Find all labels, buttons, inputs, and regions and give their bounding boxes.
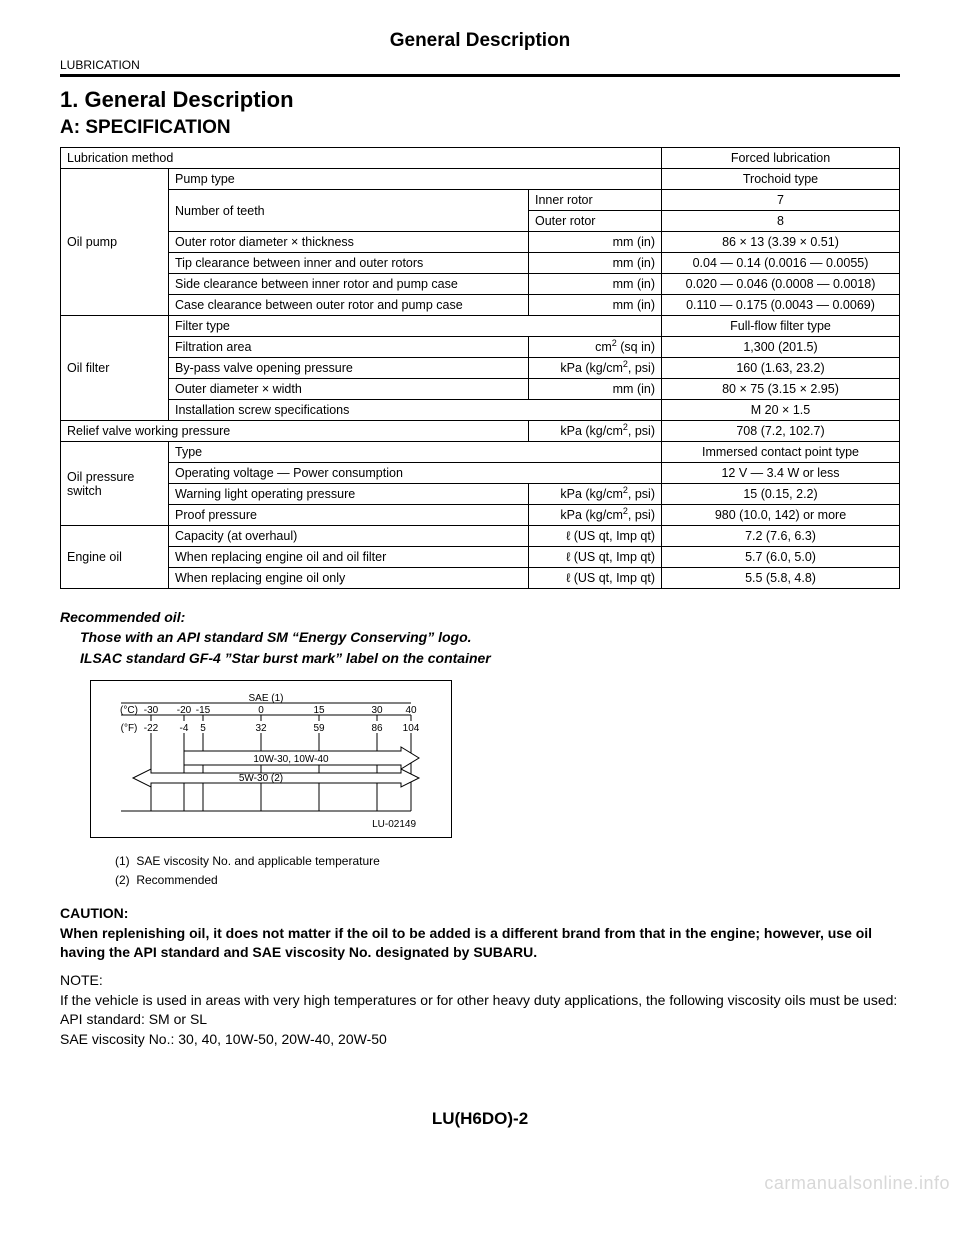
svg-text:15: 15 [313, 705, 325, 716]
svg-text:-4: -4 [180, 723, 189, 734]
svg-text:5W-30 (2): 5W-30 (2) [239, 773, 283, 784]
cell-value: Trochoid type [662, 169, 900, 190]
cell-value: Immersed contact point type [662, 442, 900, 463]
cell-label: Pump type [169, 169, 662, 190]
caution-block: CAUTION: When replenishing oil, it does … [60, 904, 900, 963]
cell-value: 8 [662, 211, 900, 232]
cell-label: When replacing engine oil only [169, 568, 529, 589]
cell-label: Oil filter [61, 316, 169, 421]
cell-label: Proof pressure [169, 505, 529, 526]
cell-value: 0.04 — 0.14 (0.0016 — 0.0055) [662, 253, 900, 274]
cell-unit: ℓ (US qt, Imp qt) [529, 526, 662, 547]
svg-text:30: 30 [371, 705, 383, 716]
cell-value: 7 [662, 190, 900, 211]
svg-text:(°C): (°C) [120, 705, 138, 716]
svg-text:SAE (1): SAE (1) [248, 693, 283, 704]
viscosity-chart: SAE (1) (°C) -30 -20 -15 0 15 30 40 (°F) [90, 680, 452, 838]
svg-text:10W-30, 10W-40: 10W-30, 10W-40 [253, 754, 329, 765]
recommended-oil: Recommended oil: Those with an API stand… [60, 607, 900, 668]
cell-label: Capacity (at overhaul) [169, 526, 529, 547]
cell-label: Tip clearance between inner and outer ro… [169, 253, 529, 274]
cell-label: Outer rotor diameter × thickness [169, 232, 529, 253]
svg-text:LU-02149: LU-02149 [372, 819, 416, 830]
svg-text:40: 40 [405, 705, 417, 716]
cell-label: Oil pressure switch [61, 442, 169, 526]
svg-text:-15: -15 [196, 705, 211, 716]
cell-unit: kPa (kg/cm2, psi) [529, 505, 662, 526]
page-footer: LU(H6DO)-2 [60, 1109, 900, 1129]
cell-label: Inner rotor [529, 190, 662, 211]
header-rule [60, 74, 900, 77]
cell-value: Forced lubrication [662, 148, 900, 169]
cell-unit: mm (in) [529, 274, 662, 295]
svg-text:-22: -22 [144, 723, 159, 734]
watermark: carmanualsonline.info [764, 1173, 950, 1194]
cell-unit: mm (in) [529, 253, 662, 274]
section-h1: 1. General Description [60, 87, 900, 113]
page-header-sub: LUBRICATION [60, 58, 900, 72]
cell-label: Number of teeth [169, 190, 529, 232]
cell-value: Full-flow filter type [662, 316, 900, 337]
cell-label: Outer diameter × width [169, 379, 529, 400]
cell-label: Case clearance between outer rotor and p… [169, 295, 529, 316]
section-h2: A: SPECIFICATION [60, 117, 900, 139]
cell-label: Type [169, 442, 662, 463]
cell-value: 7.2 (7.6, 6.3) [662, 526, 900, 547]
cell-unit: mm (in) [529, 295, 662, 316]
viscosity-svg: SAE (1) (°C) -30 -20 -15 0 15 30 40 (°F) [101, 691, 421, 831]
svg-text:104: 104 [403, 723, 420, 734]
cell-label: Installation screw specifications [169, 400, 662, 421]
cell-label: Outer rotor [529, 211, 662, 232]
cell-unit: ℓ (US qt, Imp qt) [529, 547, 662, 568]
cell-label: Warning light operating pressure [169, 484, 529, 505]
cell-value: 5.7 (6.0, 5.0) [662, 547, 900, 568]
page-header-title: General Description [60, 30, 900, 52]
cell-value: 5.5 (5.8, 4.8) [662, 568, 900, 589]
cell-label: Filtration area [169, 337, 529, 358]
cell-value: 12 V — 3.4 W or less [662, 463, 900, 484]
note-block: NOTE: If the vehicle is used in areas wi… [60, 971, 900, 1049]
spec-table: Lubrication method Forced lubrication Oi… [60, 147, 900, 589]
cell-value: M 20 × 1.5 [662, 400, 900, 421]
cell-label: Engine oil [61, 526, 169, 589]
cell-value: 0.110 — 0.175 (0.0043 — 0.0069) [662, 295, 900, 316]
cell-label: Side clearance between inner rotor and p… [169, 274, 529, 295]
cell-unit: kPa (kg/cm2, psi) [529, 358, 662, 379]
cell-label: Relief valve working pressure [61, 421, 529, 442]
cell-unit: kPa (kg/cm2, psi) [529, 421, 662, 442]
cell-label: When replacing engine oil and oil filter [169, 547, 529, 568]
svg-text:(°F): (°F) [121, 723, 138, 734]
svg-text:86: 86 [371, 723, 383, 734]
cell-value: 86 × 13 (3.39 × 0.51) [662, 232, 900, 253]
cell-unit: ℓ (US qt, Imp qt) [529, 568, 662, 589]
cell-label: Oil pump [61, 169, 169, 316]
cell-label: Operating voltage — Power consumption [169, 463, 662, 484]
svg-text:59: 59 [313, 723, 325, 734]
svg-text:0: 0 [258, 705, 264, 716]
cell-label: Filter type [169, 316, 662, 337]
cell-value: 80 × 75 (3.15 × 2.95) [662, 379, 900, 400]
cell-unit: mm (in) [529, 379, 662, 400]
cell-label: Lubrication method [61, 148, 662, 169]
cell-value: 15 (0.15, 2.2) [662, 484, 900, 505]
svg-text:-20: -20 [177, 705, 192, 716]
chart-legend: (1) SAE viscosity No. and applicable tem… [115, 852, 900, 890]
cell-value: 980 (10.0, 142) or more [662, 505, 900, 526]
cell-unit: kPa (kg/cm2, psi) [529, 484, 662, 505]
svg-text:5: 5 [200, 723, 206, 734]
svg-text:32: 32 [255, 723, 267, 734]
cell-value: 0.020 — 0.046 (0.0008 — 0.0018) [662, 274, 900, 295]
svg-text:-30: -30 [144, 705, 159, 716]
cell-value: 160 (1.63, 23.2) [662, 358, 900, 379]
cell-unit: cm2 (sq in) [529, 337, 662, 358]
cell-label: By-pass valve opening pressure [169, 358, 529, 379]
cell-value: 708 (7.2, 102.7) [662, 421, 900, 442]
cell-unit: mm (in) [529, 232, 662, 253]
cell-value: 1,300 (201.5) [662, 337, 900, 358]
